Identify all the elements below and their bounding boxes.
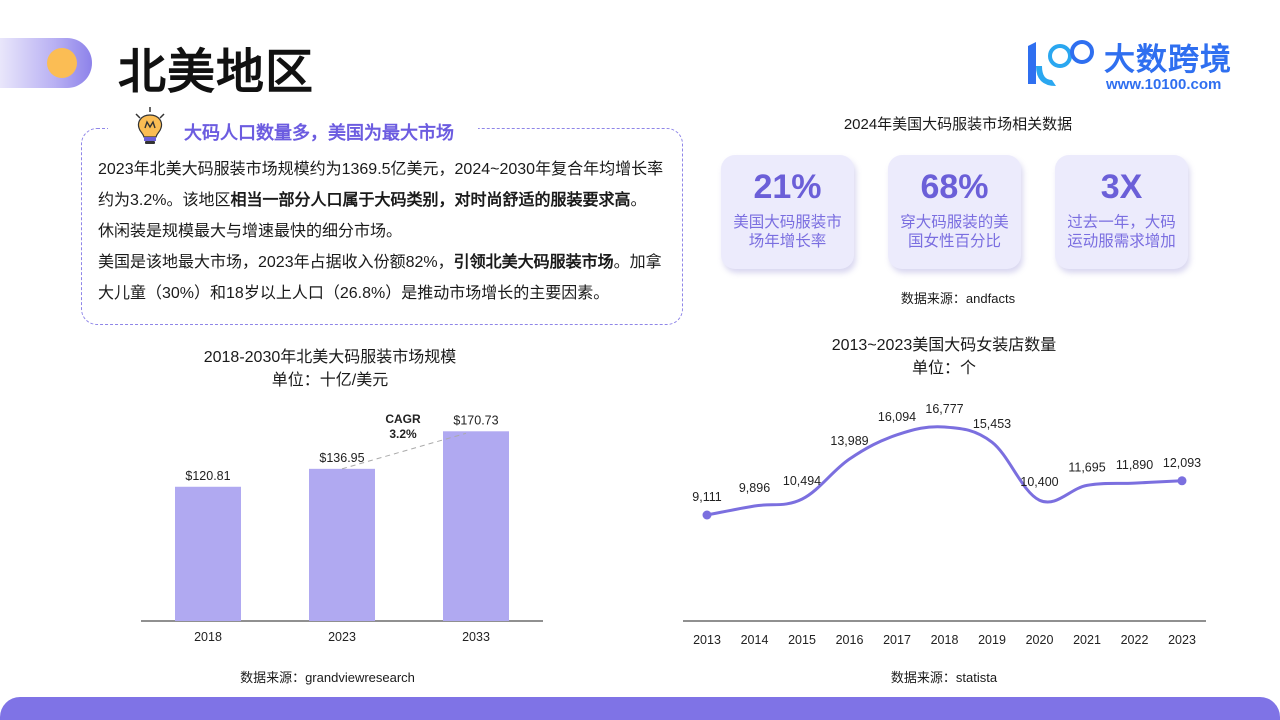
title-decoration: [0, 38, 92, 88]
line-chart-subtitle: 单位：个: [911, 360, 976, 377]
x-tick-label: 2018: [931, 633, 959, 647]
bar-value-label: $136.95: [319, 451, 364, 465]
info-p3-bold: 引领北美大码服装市场: [453, 254, 614, 271]
stat-card-growth: 21% 美国大码服装市场年增长率: [721, 155, 854, 269]
point-value-label: 13,989: [830, 434, 868, 448]
line-chart: 9,111 2013 9,896 2014 10,494 2015 13,989 2016 16…: [683, 402, 1206, 647]
info-p2: 休闲装是规模最大与增速最快的细分市场。: [98, 223, 403, 240]
point-value-label: 11,890: [1116, 458, 1153, 472]
series-line: [706, 425, 1183, 517]
stat-value: 21%: [753, 168, 822, 206]
info-p1-a: 2023年北美大码服装市场规模约为1369.5亿美元，2024~2030年复合年…: [98, 161, 664, 209]
stat-label: 穿大码服装的美国女性百分比: [900, 214, 1009, 250]
stat-card-women: 68% 穿大码服装的美国女性百分比: [888, 155, 1021, 269]
bar-value-label: $170.73: [453, 413, 498, 427]
x-tick-label: 2019: [978, 633, 1006, 647]
stats-title: 2024年美国大码服装市场相关数据: [843, 116, 1073, 133]
point-value-label: 10,494: [783, 474, 821, 488]
x-tick-label: 2014: [741, 633, 769, 647]
lightbulb-icon: [135, 107, 165, 144]
bar-chart-source: 数据来源：grandviewresearch: [240, 670, 415, 685]
x-tick-label: 2016: [836, 633, 864, 647]
point-value-label: 16,777: [925, 402, 963, 416]
info-heading-background: [108, 112, 478, 146]
line-chart-title-block: 2013~2023美国大码女装店数量 单位：个: [744, 334, 1144, 380]
bar-chart-title: 2018-2030年北美大码服装市场规模: [203, 349, 457, 366]
logo-mark-icon: [1028, 40, 1094, 86]
title-dot: [47, 48, 77, 78]
info-heading: 大码人口数量多，美国为最大市场: [184, 123, 454, 143]
point-value-label: 11,695: [1068, 460, 1105, 474]
info-p1-c: 。: [630, 192, 647, 209]
logo-brand: 大数跨境: [1104, 42, 1232, 77]
bar: [443, 431, 509, 621]
page-title: 北美地区: [118, 46, 315, 99]
info-p3-c: 。加拿大儿童（30%）和18岁以上人口（26.8%）是推动市场增长的主要因素。: [98, 254, 662, 302]
stat-label: 美国大码服装市场年增长率: [733, 214, 842, 250]
point-value-label: 12,093: [1163, 456, 1201, 470]
x-tick-label: 2023: [328, 630, 356, 644]
x-tick-label: 2020: [1026, 633, 1054, 647]
stats-source: 数据来源：andfacts: [900, 291, 1016, 306]
stat-value: 68%: [920, 168, 989, 206]
x-tick-label: 2021: [1073, 633, 1101, 647]
x-tick-label: 2033: [462, 630, 490, 644]
logo-url: www.10100.com: [1106, 76, 1222, 93]
bar: [175, 486, 241, 621]
point-value-label: 9,896: [739, 481, 770, 495]
point-value-label: 15,453: [973, 417, 1011, 431]
line-chart-title: 2013~2023美国大码女装店数量: [831, 337, 1057, 354]
cagr-annotation-value: 3.2%: [389, 427, 417, 441]
x-tick-label: 2017: [883, 633, 911, 647]
x-tick-label: 2015: [788, 633, 816, 647]
bar: [309, 468, 375, 621]
stat-card-sportswear: 3X 过去一年，大码运动服需求增加: [1055, 155, 1188, 269]
line-chart-source: 数据来源：statista: [890, 670, 998, 685]
x-tick-label: 2022: [1121, 633, 1149, 647]
x-tick-label: 2013: [693, 633, 721, 647]
bar-chart-subtitle: 单位：十亿/美元: [271, 372, 389, 389]
point-value-label: 16,094: [878, 410, 916, 424]
stat-value: 3X: [1100, 168, 1143, 206]
point-value-label: 9,111: [692, 490, 721, 504]
stat-label: 过去一年，大码运动服需求增加: [1067, 214, 1176, 250]
info-p1-bold: 相当一部分人口属于大码类别，对时尚舒适的服装要求高: [230, 192, 631, 209]
bar-chart-title-block: 2018-2030年北美大码服装市场规模 单位：十亿/美元: [140, 346, 520, 392]
x-tick-label: 2023: [1168, 633, 1196, 647]
cagr-annotation-label: CAGR: [385, 412, 421, 426]
footer-bar: [0, 697, 1280, 720]
data-point: [1177, 476, 1187, 486]
x-tick-label: 2018: [194, 630, 222, 644]
info-text: 2023年北美大码服装市场规模约为1369.5亿美元，2024~2030年复合年…: [98, 154, 673, 309]
info-p3-a: 美国是该地最大市场，2023年占据收入份额82%，: [98, 254, 454, 271]
point-value-label: 10,400: [1020, 475, 1058, 489]
data-point: [702, 510, 712, 520]
bar-value-label: $120.81: [185, 469, 230, 483]
cagr-connector: [341, 432, 467, 470]
bar-chart: $120.81 2018 $136.95 2023 $170.73 2033 CAGR3.2…: [141, 412, 543, 644]
